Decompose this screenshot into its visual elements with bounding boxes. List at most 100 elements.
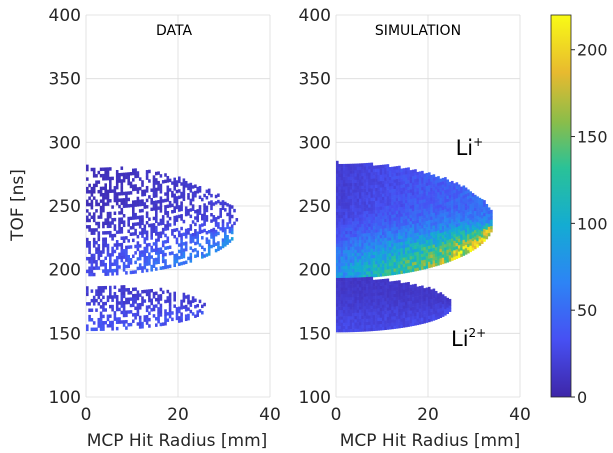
heatmap-cell	[161, 180, 165, 184]
heatmap-cell	[342, 227, 346, 232]
heatmap-cell	[386, 164, 390, 168]
heatmap-cell	[464, 244, 468, 249]
heatmap-cell	[191, 207, 195, 211]
heatmap-cell	[155, 178, 158, 182]
heatmap-cell	[375, 165, 378, 169]
heatmap-cell	[88, 212, 91, 216]
heatmap-cell	[354, 233, 357, 238]
heatmap-cell	[354, 224, 357, 228]
heatmap-cell	[182, 295, 186, 300]
heatmap-cell	[338, 186, 341, 190]
heatmap-cell	[421, 224, 424, 229]
heatmap-cell	[386, 199, 390, 203]
heatmap-cell	[95, 183, 98, 188]
heatmap-cell	[349, 265, 353, 270]
heatmap-cell	[132, 313, 135, 317]
heatmap-cell	[125, 319, 128, 324]
heatmap-cell	[393, 226, 397, 231]
heatmap-cell	[453, 202, 456, 206]
heatmap-cell	[347, 243, 351, 247]
heatmap-cell	[467, 230, 470, 235]
heatmap-cell	[451, 254, 454, 258]
heatmap-cell	[416, 245, 420, 249]
heatmap-cell	[349, 256, 353, 260]
heatmap-cell	[136, 247, 140, 252]
heatmap-cell	[150, 236, 153, 240]
heatmap-cell	[423, 265, 426, 270]
heatmap-cell	[411, 322, 415, 327]
heatmap-cell	[182, 191, 186, 195]
heatmap-cell	[384, 215, 387, 219]
heatmap-cell	[148, 292, 151, 296]
heatmap-cell	[377, 273, 380, 277]
heatmap-cell	[372, 197, 376, 201]
heatmap-cell	[409, 287, 413, 292]
heatmap-cell	[99, 250, 103, 254]
heatmap-cell	[421, 301, 424, 305]
heatmap-cell	[372, 171, 376, 176]
heatmap-cell	[416, 171, 420, 176]
heatmap-cell	[345, 202, 348, 206]
heatmap-cell	[388, 211, 392, 216]
heatmap-cell	[88, 247, 91, 251]
heatmap-cell	[402, 257, 406, 261]
heatmap-cell	[104, 269, 107, 273]
heatmap-cell	[425, 249, 429, 253]
heatmap-cell	[365, 182, 369, 186]
heatmap-cell	[451, 212, 454, 217]
heatmap-cell	[368, 305, 371, 310]
heatmap-cell	[455, 188, 459, 193]
heatmap-cell	[377, 314, 380, 318]
heatmap-cell	[90, 190, 94, 194]
heatmap-cell	[462, 226, 466, 231]
heatmap-cell	[388, 205, 392, 209]
heatmap-cell	[201, 255, 204, 259]
heatmap-cell	[375, 178, 378, 182]
heatmap-cell	[432, 301, 436, 305]
heatmap-cell	[347, 322, 351, 326]
heatmap-cell	[340, 211, 344, 216]
heatmap-cell	[405, 317, 408, 321]
heatmap-cell	[129, 172, 133, 176]
heatmap-cell	[391, 303, 394, 307]
heatmap-cell	[478, 207, 482, 211]
heatmap-cell	[388, 272, 392, 276]
heatmap-cell	[400, 251, 403, 255]
heatmap-cell	[196, 186, 199, 191]
heatmap-cell	[356, 293, 360, 297]
heatmap-cell	[386, 319, 390, 324]
heatmap-cell	[370, 283, 374, 287]
heatmap-cell	[187, 183, 190, 187]
heatmap-cell	[372, 257, 376, 262]
heatmap-cell	[132, 209, 135, 214]
heatmap-cell	[414, 232, 417, 237]
heatmap-cell	[405, 183, 408, 188]
heatmap-cell	[138, 231, 142, 235]
heatmap-cell	[356, 185, 360, 190]
heatmap-cell	[430, 229, 433, 233]
heatmap-cell	[423, 249, 426, 254]
heatmap-cell	[377, 298, 380, 302]
heatmap-cell	[365, 188, 369, 192]
heatmap-cell	[469, 197, 472, 202]
heatmap-cell	[120, 288, 124, 292]
heatmap-cell	[402, 270, 406, 274]
heatmap-cell	[434, 227, 438, 232]
heatmap-cell	[416, 251, 420, 255]
heatmap-cell	[395, 220, 399, 224]
heatmap-cell	[345, 272, 348, 276]
heatmap-cell	[421, 186, 424, 191]
heatmap-cell	[395, 299, 399, 304]
heatmap-cell	[437, 198, 440, 202]
heatmap-cell	[359, 283, 362, 288]
heatmap-cell	[365, 242, 369, 247]
heatmap-cell	[377, 267, 380, 271]
heatmap-cell	[90, 253, 94, 258]
heatmap-cell	[382, 291, 385, 296]
heatmap-cell	[471, 231, 475, 235]
heatmap-cell	[428, 178, 431, 183]
heatmap-cell	[370, 299, 374, 303]
heatmap-cell	[359, 182, 362, 186]
heatmap-cell	[338, 227, 341, 232]
heatmap-cell	[430, 181, 433, 185]
